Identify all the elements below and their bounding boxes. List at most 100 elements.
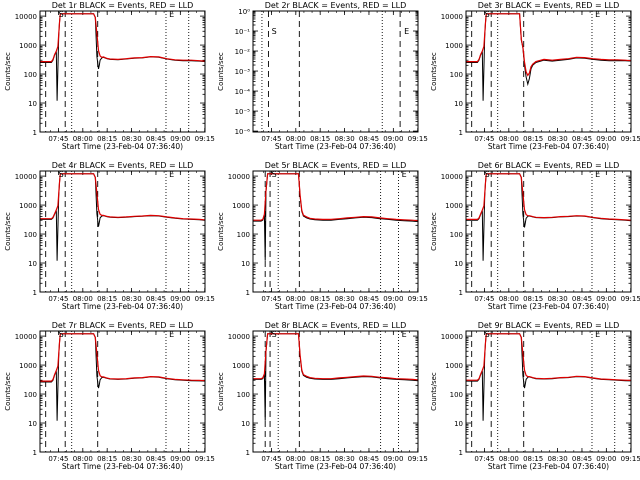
x-tick-label: 09:15 <box>621 295 640 303</box>
marker-annotation: S <box>485 170 490 179</box>
x-tick-label: 09:00 <box>596 295 616 303</box>
y-tick-label: 1000 <box>445 362 463 370</box>
y-tick-label: 10⁻³ <box>235 68 251 76</box>
lld-series-line <box>40 13 205 63</box>
x-tick-label: 07:45 <box>474 455 494 463</box>
y-tick-label: 100 <box>450 71 463 79</box>
x-tick-label: 07:45 <box>261 295 281 303</box>
x-tick-label: 08:00 <box>286 455 306 463</box>
y-tick-label: 1000 <box>19 42 37 50</box>
lld-series-line <box>466 333 631 381</box>
marker-annotation: E <box>595 170 600 179</box>
lld-series-line <box>40 173 205 221</box>
marker-annotation: E <box>402 330 407 339</box>
x-tick-label: 08:00 <box>73 295 93 303</box>
x-tick-label: 08:30 <box>121 455 141 463</box>
y-tick-label: 100 <box>237 391 250 399</box>
events-series-line <box>253 173 418 261</box>
detector-panel-9: Det 9r BLACK = Events, RED = LLD 1 10 100 10… <box>430 321 640 471</box>
y-tick-label: 1000 <box>232 362 250 370</box>
panel-title: Det 8r BLACK = Events, RED = LLD <box>265 321 407 330</box>
x-axis-label: Start Time (23-Feb-04 07:36:40) <box>62 142 183 151</box>
x-tick-label: 08:00 <box>286 135 306 143</box>
y-tick-label: 1000 <box>445 202 463 210</box>
x-tick-label: 08:30 <box>547 455 567 463</box>
marker-annotation: E <box>169 330 174 339</box>
y-tick-label: 100 <box>450 391 463 399</box>
x-tick-label: 08:00 <box>73 135 93 143</box>
y-tick-label: 10 <box>241 420 250 428</box>
plot-frame <box>465 10 632 133</box>
x-tick-label: 09:00 <box>383 135 403 143</box>
plot-frame <box>252 330 419 453</box>
y-tick-label: 1 <box>33 449 37 457</box>
y-tick-label: 10000 <box>15 173 37 181</box>
y-axis-label: Counts/sec <box>430 212 438 251</box>
x-tick-label: 09:00 <box>170 455 190 463</box>
detector-panel-4: Det 4r BLACK = Events, RED = LLD 1 10 100 10… <box>4 161 215 311</box>
x-tick-label: 09:15 <box>195 455 215 463</box>
panel-title: Det 3r BLACK = Events, RED = LLD <box>478 1 620 10</box>
y-tick-label: 10⁻² <box>235 48 251 56</box>
y-tick-label: 100 <box>450 231 463 239</box>
x-tick-label: 08:15 <box>97 135 117 143</box>
marker-annotation: S <box>272 170 277 179</box>
x-tick-label: 08:00 <box>286 295 306 303</box>
y-tick-label: 10⁻⁴ <box>235 88 251 96</box>
y-tick-label: 10 <box>454 100 463 108</box>
y-tick-label: 10000 <box>441 173 463 181</box>
marker-annotation: E <box>404 27 409 36</box>
x-tick-label: 08:00 <box>499 135 519 143</box>
panel-title: Det 2r BLACK = Events, RED = LLD <box>265 1 407 10</box>
y-tick-label: 1 <box>33 129 37 137</box>
x-tick-label: 07:45 <box>48 455 68 463</box>
y-tick-label: 1000 <box>445 42 463 50</box>
x-tick-label: 09:00 <box>596 135 616 143</box>
x-tick-label: 09:00 <box>596 455 616 463</box>
y-tick-label: 10 <box>241 260 250 268</box>
plot-frame <box>465 330 632 453</box>
x-tick-label: 09:15 <box>195 135 215 143</box>
marker-annotation: S <box>272 27 277 36</box>
y-tick-label: 100 <box>237 231 250 239</box>
x-tick-label: 08:45 <box>359 455 379 463</box>
marker-annotation: E <box>402 170 407 179</box>
marker-annotation: S <box>59 170 64 179</box>
x-axis-label: Start Time (23-Feb-04 07:36:40) <box>62 462 183 471</box>
panel-title: Det 9r BLACK = Events, RED = LLD <box>478 321 620 330</box>
y-tick-label: 10⁻¹ <box>235 28 251 36</box>
marker-annotation: S <box>485 330 490 339</box>
plot-frame <box>39 170 206 293</box>
y-tick-label: 1000 <box>232 202 250 210</box>
x-tick-label: 08:30 <box>121 295 141 303</box>
panel-title: Det 7r BLACK = Events, RED = LLD <box>52 321 194 330</box>
x-tick-label: 09:15 <box>408 135 428 143</box>
x-tick-label: 08:45 <box>146 295 166 303</box>
marker-annotation: E <box>595 10 600 19</box>
y-axis-label: Counts/sec <box>4 212 12 251</box>
panel-title: Det 5r BLACK = Events, RED = LLD <box>265 161 407 170</box>
y-tick-label: 10 <box>28 260 37 268</box>
marker-annotation: S <box>272 330 277 339</box>
events-series-line <box>466 13 631 101</box>
y-tick-label: 10⁻⁶ <box>235 128 251 136</box>
x-tick-label: 09:15 <box>195 295 215 303</box>
x-tick-label: 09:15 <box>621 455 640 463</box>
detector-panel-7: Det 7r BLACK = Events, RED = LLD 1 10 100 10… <box>4 321 215 471</box>
detector-panel-3: Det 3r BLACK = Events, RED = LLD 1 10 100 10… <box>430 1 640 151</box>
marker-annotation: E <box>169 10 174 19</box>
y-tick-label: 10000 <box>15 333 37 341</box>
y-axis-label: Counts/sec <box>430 372 438 411</box>
x-tick-label: 08:15 <box>523 455 543 463</box>
marker-annotation: S <box>485 10 490 19</box>
x-tick-label: 07:45 <box>48 135 68 143</box>
y-tick-label: 10 <box>454 260 463 268</box>
y-axis-label: Counts/sec <box>217 212 225 251</box>
x-axis-label: Start Time (23-Feb-04 07:36:40) <box>488 302 609 311</box>
x-axis-label: Start Time (23-Feb-04 07:36:40) <box>275 302 396 311</box>
y-axis-label: Counts/sec <box>217 52 225 91</box>
marker-annotation: E <box>169 170 174 179</box>
x-tick-label: 08:45 <box>572 295 592 303</box>
y-tick-label: 100 <box>24 71 37 79</box>
x-tick-label: 08:30 <box>334 295 354 303</box>
